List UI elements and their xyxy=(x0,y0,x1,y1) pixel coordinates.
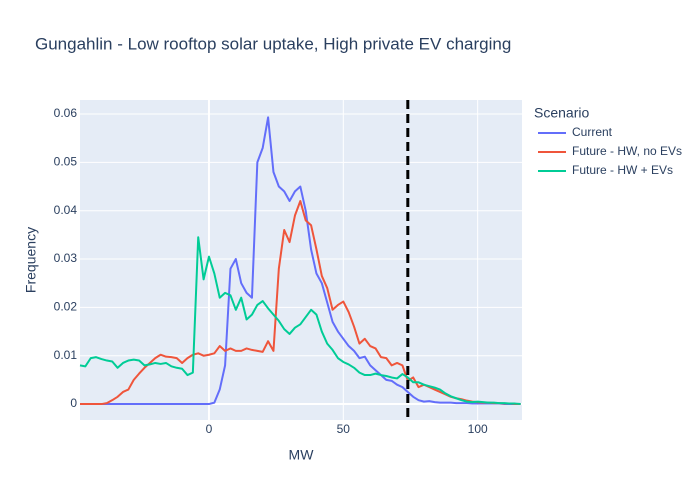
y-tick-label: 0 xyxy=(70,396,77,410)
y-tick-label: 0.06 xyxy=(54,106,78,120)
legend-label: Future - HW + EVs xyxy=(572,163,673,177)
y-tick-label: 0.02 xyxy=(54,300,78,314)
chart-title: Gungahlin - Low rooftop solar uptake, Hi… xyxy=(35,34,511,53)
y-axis-title: Frequency xyxy=(23,227,39,293)
x-tick-label: 100 xyxy=(468,422,488,436)
plot-area xyxy=(80,100,522,420)
legend-label: Future - HW, no EVs xyxy=(572,144,682,158)
series-line xyxy=(80,116,521,406)
y-tick-label: 0.03 xyxy=(54,251,78,265)
legend-title: Scenario xyxy=(534,105,589,121)
x-tick-label: 0 xyxy=(206,422,213,436)
x-tick-label: 50 xyxy=(337,422,351,436)
x-axis-title: MW xyxy=(289,447,315,463)
legend-label: Current xyxy=(572,125,613,139)
y-tick-label: 0.05 xyxy=(54,155,78,169)
y-tick-label: 0.04 xyxy=(54,203,78,217)
series-line xyxy=(79,236,521,406)
y-tick-label: 0.01 xyxy=(54,348,78,362)
